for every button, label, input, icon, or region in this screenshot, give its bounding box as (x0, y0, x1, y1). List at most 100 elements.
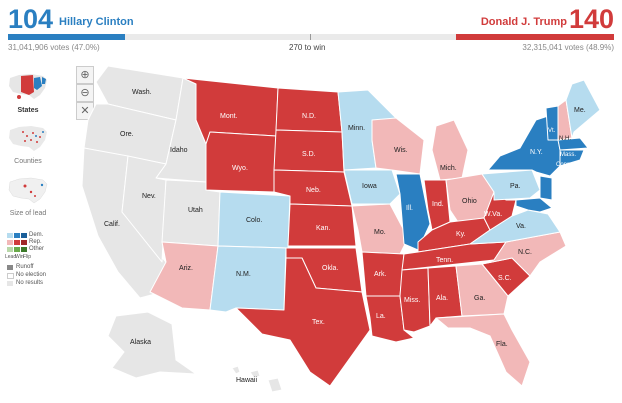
legend-other-lead (7, 247, 13, 252)
states-thumbnail-map (9, 74, 47, 99)
state-nm[interactable] (209, 245, 287, 313)
legend-no-election-label: No election (16, 272, 47, 278)
clinton-popular-votes: 31,041,906 votes (47.0%) (8, 43, 100, 52)
legend-other-win (14, 247, 20, 252)
label-mo: Mo. (374, 229, 386, 236)
label-alaska: Alaska (130, 339, 151, 346)
legend-rep-lead (7, 240, 13, 245)
label-nd: N.D. (302, 113, 316, 120)
label-conn: Conn. (556, 162, 572, 168)
label-ala: Ala. (436, 295, 448, 302)
size-of-lead-thumbnail-map (8, 177, 48, 204)
label-pa: Pa. (510, 183, 521, 190)
clinton-electoral-votes: 104 (8, 4, 54, 34)
counties-thumbnail-map (9, 126, 47, 151)
label-sd: S.D. (302, 151, 316, 158)
clinton-name: Hillary Clinton (59, 16, 134, 28)
legend-dem-lead (7, 233, 13, 238)
label-vt: Vt. (548, 128, 556, 134)
state-tex[interactable] (235, 257, 371, 387)
dem-progress-fill (8, 34, 125, 40)
label-fla: Fla. (496, 341, 508, 348)
legend-runoff-swatch (7, 265, 13, 270)
label-idaho: Idaho (170, 147, 188, 154)
label-va: Va. (516, 223, 526, 230)
rep-progress-fill (456, 34, 614, 40)
label-wash: Wash. (132, 89, 152, 96)
legend-lead-label: Lead (5, 254, 17, 260)
label-tenn: Tenn. (436, 257, 453, 264)
label-ark: Ark. (374, 271, 387, 278)
view-counties-label: Counties (14, 158, 42, 165)
label-utah: Utah (188, 207, 203, 214)
reset-button[interactable]: ✕ (76, 102, 94, 120)
legend-dem-label: Dem. (29, 232, 44, 238)
trump-electoral-votes: 140 (568, 4, 614, 34)
label-hawaii: Hawaii (236, 377, 257, 384)
legend-win-label: Win (15, 254, 24, 260)
state-vt[interactable] (545, 105, 559, 141)
legend-no-results-label: No results (16, 280, 44, 286)
state-conn-ri[interactable] (559, 149, 585, 167)
state-mass[interactable] (557, 137, 589, 151)
label-calif: Calif. (104, 221, 120, 228)
label-ariz: Ariz. (179, 265, 193, 272)
label-wis: Wis. (394, 147, 408, 154)
zoom-in-button[interactable]: ⊕ (76, 66, 94, 84)
label-ind: Ind. (432, 201, 444, 208)
label-ill: Ill. (406, 205, 413, 212)
legend-other-flip (21, 247, 27, 252)
legend-dem-win (14, 233, 20, 238)
label-miss: Miss. (404, 297, 420, 304)
label-mich: Mich. (440, 165, 457, 172)
state-wyo[interactable] (205, 131, 277, 193)
legend-no-results-swatch (7, 281, 13, 286)
label-colo: Colo. (246, 217, 262, 224)
state-me[interactable] (565, 79, 601, 139)
state-nj[interactable] (539, 175, 553, 201)
label-tex: Tex. (312, 319, 325, 326)
label-iowa: Iowa (362, 183, 377, 190)
state-md-de[interactable] (515, 197, 553, 213)
legend-rep-win (14, 240, 20, 245)
label-mass: Mass. (560, 152, 576, 158)
legend-flip-label: Flip (23, 254, 32, 260)
trump-popular-votes: 32,315,041 votes (48.9%) (522, 43, 614, 52)
legend-rep-label: Rep. (29, 239, 42, 245)
label-ny: N.Y. (530, 149, 543, 156)
state-hawaii[interactable] (231, 365, 283, 393)
label-la: La. (376, 313, 386, 320)
label-sc: S.C. (498, 275, 512, 282)
zoom-out-button[interactable]: ⊖ (76, 84, 94, 102)
state-wis[interactable] (371, 117, 425, 175)
label-ga: Ga. (474, 295, 485, 302)
state-fla[interactable] (435, 313, 531, 387)
label-ohio: Ohio (462, 198, 477, 205)
legend-dem-flip (21, 233, 27, 238)
label-me: Me. (574, 107, 586, 114)
state-nd[interactable] (275, 87, 343, 133)
legend-rep-flip (21, 240, 27, 245)
view-size-of-lead-label: Size of lead (9, 210, 47, 217)
legend-no-election-swatch (7, 273, 14, 279)
label-nev: Nev. (142, 193, 156, 200)
electoral-progress-bar (8, 34, 614, 40)
label-okla: Okla. (322, 265, 338, 272)
trump-name: Donald J. Trump (480, 16, 567, 28)
label-wva: W.Va. (484, 211, 502, 218)
state-ga[interactable] (455, 263, 509, 317)
legend-runoff-label: Runoff (16, 264, 34, 270)
state-kan[interactable] (287, 203, 357, 247)
to-win-label: 270 to win (289, 43, 326, 52)
label-mont: Mont. (220, 113, 238, 120)
label-kan: Kan. (316, 225, 330, 232)
label-neb: Neb. (306, 187, 321, 194)
legend-other-label: Other (29, 246, 45, 252)
state-va[interactable] (469, 209, 561, 245)
label-nc: N.C. (518, 249, 532, 256)
state-alaska[interactable] (107, 311, 197, 379)
label-minn: Minn. (348, 125, 365, 132)
label-wyo: Wyo. (232, 165, 248, 172)
state-iowa[interactable] (343, 169, 401, 205)
